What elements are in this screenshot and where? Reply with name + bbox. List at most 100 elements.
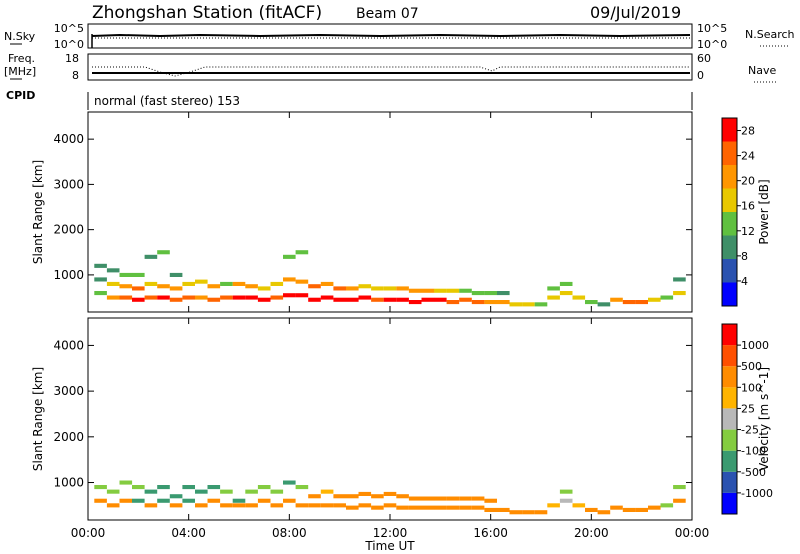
heatmap-cell — [346, 297, 359, 302]
noise-right-label: N.Search — [745, 28, 795, 41]
heatmap-cell — [283, 480, 296, 485]
heatmap-cell — [207, 498, 221, 503]
heatmap-cell — [622, 507, 636, 512]
heatmap-cell — [534, 302, 548, 307]
heatmap-cell — [283, 293, 296, 298]
heatmap-cell — [421, 288, 435, 293]
heatmap-cell — [572, 503, 586, 508]
heatmap-cell — [182, 281, 195, 286]
nave-trace — [92, 66, 690, 77]
heatmap-cell — [207, 297, 221, 302]
noise-left-label: N.Sky — [4, 30, 36, 43]
velocity-x-ticks: 00:00 04:00 08:00 12:00 16:00 20:00 00:00 — [71, 318, 709, 540]
heatmap-cell — [308, 284, 321, 289]
heatmap-cell — [308, 297, 321, 302]
heatmap-cell — [257, 286, 271, 291]
heatmap-cell — [295, 250, 309, 255]
heatmap-cell — [358, 491, 372, 496]
colorbar-segment — [722, 235, 737, 259]
heatmap-cell — [446, 300, 460, 305]
velocity-colorbar-label: Velocity [m s^-1] — [757, 367, 771, 471]
heatmap-cell — [358, 295, 372, 300]
colorbar-tick-label: -100 — [741, 445, 766, 458]
heatmap-cell — [232, 503, 246, 508]
heatmap-cell — [673, 498, 686, 503]
heatmap-cell — [220, 503, 233, 508]
colorbar-tick-label: -500 — [741, 466, 766, 479]
colorbar-tick-label: 28 — [741, 125, 755, 138]
velocity-cells — [94, 480, 686, 515]
noise-right-tick-bottom: 10^0 — [697, 38, 727, 51]
colorbar-segment — [722, 492, 737, 514]
heatmap-cell — [383, 286, 397, 291]
colorbar-tick-label: 25 — [741, 402, 755, 415]
y-tick-label: 3000 — [53, 177, 84, 191]
heatmap-cell — [132, 485, 145, 490]
colorbar-frame — [721, 323, 738, 515]
heatmap-cell — [94, 485, 107, 490]
heatmap-cell — [119, 295, 133, 300]
heatmap-cell — [232, 498, 246, 503]
heatmap-cell — [132, 297, 145, 302]
heatmap-cell — [245, 295, 258, 300]
heatmap-cell — [446, 288, 460, 293]
heatmap-cell — [484, 498, 497, 503]
noise-right-tick-top: 10^5 — [697, 22, 727, 35]
heatmap-cell — [408, 496, 422, 501]
heatmap-cell — [169, 503, 183, 508]
x-tick-label: 08:00 — [272, 526, 307, 540]
heatmap-cell — [622, 300, 636, 305]
heatmap-cell — [434, 288, 447, 293]
colorbar-segment — [722, 450, 737, 472]
heatmap-cell — [446, 505, 460, 510]
colorbar-segment — [722, 408, 737, 430]
heatmap-cell — [195, 503, 208, 508]
colorbar-segment — [722, 141, 737, 165]
heatmap-cell — [383, 503, 397, 508]
heatmap-cell — [308, 494, 321, 499]
freq-tick-bottom: 8 — [72, 69, 79, 82]
freq-panel-frame — [87, 53, 693, 81]
heatmap-cell — [283, 254, 296, 259]
heatmap-cell — [132, 272, 145, 277]
colorbar-tick-label: 8 — [741, 250, 748, 263]
heatmap-cell — [559, 281, 573, 286]
heatmap-cell — [320, 489, 334, 494]
heatmap-cell — [396, 494, 409, 499]
heatmap-cell — [660, 295, 674, 300]
colorbar-frame — [721, 117, 738, 307]
colorbar-segment — [722, 366, 737, 388]
heatmap-cell — [207, 485, 221, 490]
heatmap-cell — [144, 295, 158, 300]
power-colorbar-label: Power [dB] — [757, 179, 771, 244]
velocity-ylabel: Slant Range [km] — [31, 367, 45, 471]
heatmap-cell — [421, 505, 435, 510]
heatmap-cell — [195, 279, 208, 284]
power-cells — [94, 250, 686, 307]
power-y-ticks: 4000 3000 2000 1000 — [53, 132, 692, 282]
heatmap-cell — [232, 281, 246, 286]
y-tick-label: 3000 — [53, 384, 84, 398]
heatmap-cell — [673, 291, 686, 296]
heatmap-cell — [484, 300, 497, 305]
heatmap-cell — [547, 295, 560, 300]
heatmap-cell — [597, 302, 611, 307]
heatmap-cell — [459, 297, 472, 302]
heatmap-cell — [471, 505, 485, 510]
heatmap-cell — [295, 279, 309, 284]
heatmap-cell — [308, 503, 321, 508]
heatmap-cell — [648, 505, 661, 510]
nave-tick-top: 60 — [697, 52, 711, 65]
x-tick-label: 04:00 — [171, 526, 206, 540]
heatmap-cell — [585, 300, 598, 305]
heatmap-cell — [522, 302, 535, 307]
heatmap-cell — [94, 291, 107, 296]
heatmap-cell — [673, 485, 686, 490]
heatmap-cell — [270, 489, 284, 494]
heatmap-cell — [371, 505, 384, 510]
heatmap-cell — [484, 507, 497, 512]
heatmap-cell — [94, 498, 107, 503]
heatmap-cell — [333, 503, 346, 508]
y-tick-label: 4000 — [53, 338, 84, 352]
power-colorbar-ticks: 28 24 20 16 12 8 4 — [737, 125, 755, 288]
